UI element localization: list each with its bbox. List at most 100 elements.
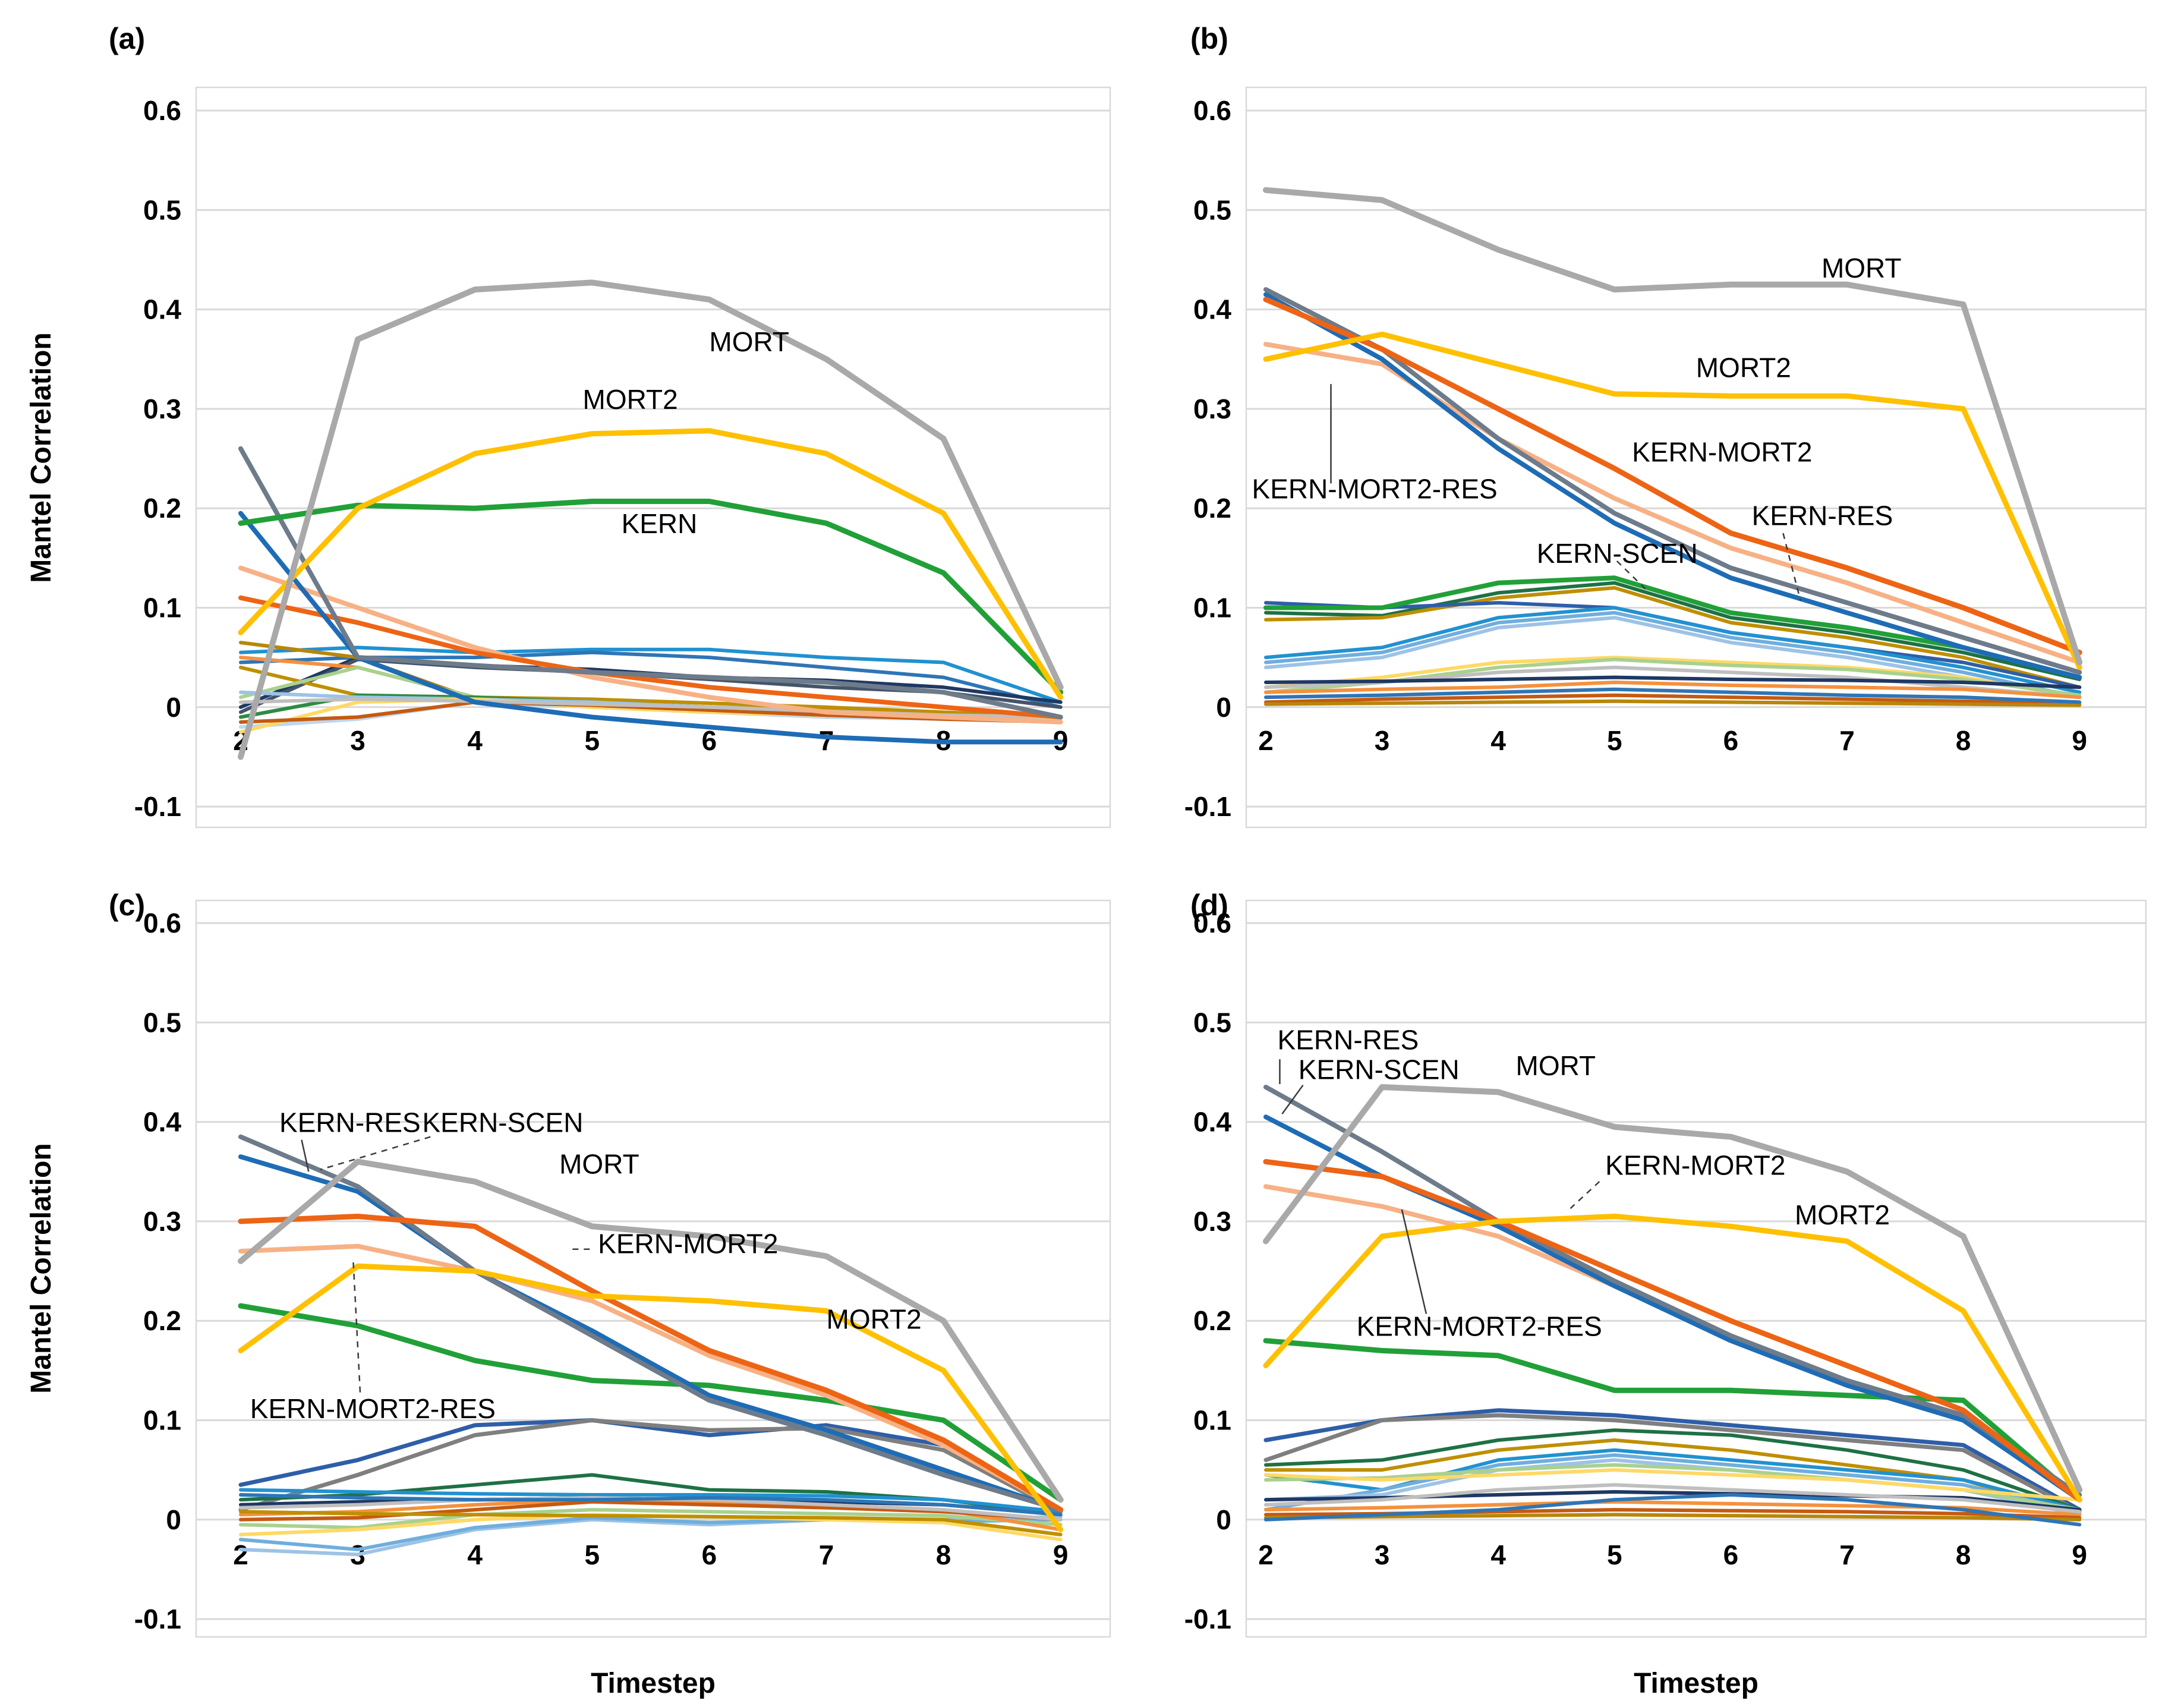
series-line-yellow2 [1264,1468,2082,1502]
y-axis-title: Mantel Correlation [26,1143,57,1393]
y-tick-label: 0 [1216,1504,1231,1535]
x-tick-label: 6 [1723,1539,1739,1570]
series-KERN [1263,575,2082,680]
x-tick-label: 8 [936,1539,951,1570]
series-line-dark-gray [1263,1413,2082,1514]
x-tick-label: 3 [1375,1539,1390,1570]
series-line-orange [1264,681,2082,700]
annotation-leader [1782,533,1801,601]
series-line-steel-blue [1264,1493,2082,1527]
x-tick-label: 4 [467,725,483,756]
panel-letter: (b) [1190,22,1228,55]
series-line-bright-blue [239,645,1063,704]
panel-letter: (d) [1190,889,1228,922]
y-tick-label: 0.3 [143,1206,181,1237]
y-tick-label: -0.1 [134,1604,181,1634]
x-tick-label: 4 [467,1539,483,1570]
series-MORT2 [238,428,1064,700]
y-tick-label: 0 [1216,692,1231,723]
series-line-steel-blue [239,1493,1063,1517]
series-MORT [238,279,1064,760]
plot-border [1245,86,2147,829]
y-tick-label: 0.2 [143,1305,181,1336]
series-label: KERN-RES [279,1107,421,1138]
annotation-leader [320,1136,431,1171]
series-label: KERN-MORT2-RES [1252,473,1498,504]
series-line-silver [1264,1483,2082,1514]
y-tick-label: 0.6 [1193,908,1231,938]
annotation-leader [1616,560,1650,594]
y-tick-label: 0.3 [1193,393,1231,424]
y-axis-title: Mantel Correlation [26,332,57,582]
series-label: MORT [1516,1050,1596,1081]
series-KERN [1263,1338,2082,1503]
x-tick-label: 9 [2072,725,2087,756]
x-tick-label: 4 [1490,725,1506,756]
series-line-bright-blue [1264,606,2082,694]
series-KERN-MORT2-RES [238,1243,1063,1513]
x-tick-label: 8 [1956,725,1971,756]
series-line-sky-blue [1264,1453,2082,1514]
x-tick-label: 7 [819,725,834,756]
series-line-dark-gray [238,1418,1063,1514]
series-line-dark-khaki [1264,699,2082,707]
y-tick-label: 0.5 [1193,1007,1231,1038]
y-tick-label: 0.6 [143,908,181,938]
series-line-steel-blue [1264,687,2082,704]
x-tick-label: 5 [1607,1539,1622,1570]
series-MORT [238,1158,1064,1503]
x-tick-label: 7 [1839,1539,1855,1570]
series-MORT2 [1263,331,2082,670]
series-line-sky-blue [1264,610,2082,700]
series-line-light-green [239,1508,1063,1530]
series-label: MORT2 [583,384,678,415]
y-tick-label: 0.3 [1193,1206,1231,1237]
x-tick-label: 5 [1607,725,1622,756]
annotation-leader [1570,1181,1600,1210]
x-tick-label: 9 [2072,1539,2087,1570]
y-tick-label: 0.2 [1193,493,1231,524]
series-KERN-SCEN [238,1134,1063,1513]
series-label: KERN-MORT2-RES [250,1393,496,1424]
series-KERN-RES [1263,1085,2082,1497]
y-tick-label: 0.1 [143,1405,181,1436]
x-tick-label: 2 [233,1539,248,1570]
x-tick-label: 6 [1723,725,1739,756]
y-tick-label: 0.2 [143,493,181,524]
series-KERN-RES [238,511,1063,745]
annotation-leader [1401,1209,1427,1314]
panel-letter: (a) [109,22,145,55]
y-tick-label: 0.6 [1193,95,1231,126]
series-line-burnt-orange [1264,693,2082,706]
y-tick-label: 0.1 [1193,1405,1231,1436]
series-line-dark-green [1264,581,2082,681]
y-tick-label: 0.4 [1193,1107,1231,1138]
series-KERN-MORT2 [238,595,1063,720]
x-tick-label: 7 [819,1539,834,1570]
y-tick-label: -0.1 [1184,1604,1231,1634]
y-tick-label: -0.1 [134,791,181,822]
series-KERN-RES [238,1154,1063,1513]
series-label: KERN-MORT2 [1605,1149,1785,1180]
y-tick-label: -0.1 [1184,791,1231,822]
series-label: MORT [1821,253,1902,284]
x-tick-label: 3 [1375,725,1390,756]
x-tick-label: 8 [1956,1539,1971,1570]
series-KERN-MORT2-RES [238,565,1063,725]
series-label: MORT [709,326,789,357]
series-MORT2 [1263,1214,2082,1503]
panel-letter: (c) [109,889,145,922]
y-tick-label: 0.1 [1193,593,1231,623]
series-label: MORT2 [827,1304,922,1335]
series-MORT2 [238,1263,1064,1532]
x-tick-label: 2 [1258,725,1274,756]
y-tick-label: 0.6 [143,95,181,126]
plot-border [195,86,1111,829]
series-line-yellow2 [1264,656,2082,700]
series-line-olive [1264,586,2082,689]
y-tick-label: 0.3 [143,393,181,424]
series-label: KERN [622,508,698,539]
y-tick-label: 0.4 [143,1107,181,1138]
y-tick-label: 0.1 [143,593,181,623]
